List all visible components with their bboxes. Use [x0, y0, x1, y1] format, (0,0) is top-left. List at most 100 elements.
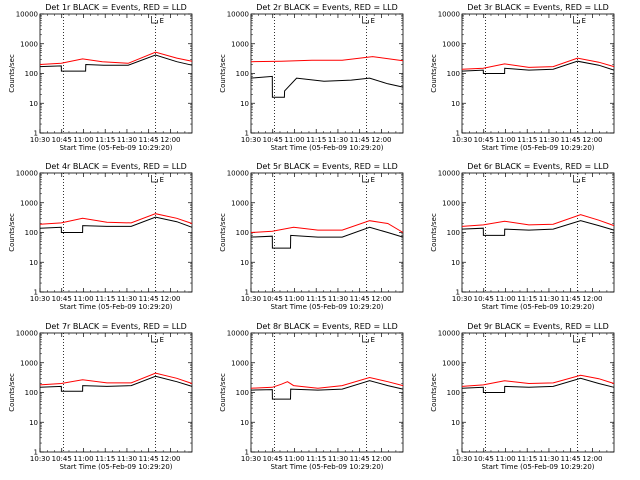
panel-9: Det 9r BLACK = Events, RED = LLD 1 10 100 10… [430, 322, 615, 471]
panel-4: Det 4r BLACK = Events, RED = LLD 1 10 100 10… [8, 162, 193, 311]
series-line-black [39, 216, 193, 233]
x-tick-label: 11:45 [139, 136, 159, 144]
x-tick-label: 11:15 [517, 295, 537, 303]
e-marker-label: E [160, 336, 164, 344]
y-tick-label: 10 [29, 100, 38, 108]
y-tick-label: 10 [29, 259, 38, 267]
x-tick-label: 11:30 [328, 455, 348, 463]
x-tick-label: 11:45 [561, 295, 581, 303]
e-marker-bracket [573, 16, 580, 24]
x-tick-label: 11:45 [350, 455, 370, 463]
e-marker-label: E [582, 336, 586, 344]
y-tick-label: 1000 [442, 40, 460, 48]
panel-2: Det 2r BLACK = Events, RED = LLD 1 10 100 10… [219, 3, 404, 152]
y-axis-label: Counts/sec [8, 54, 16, 93]
plot-frame [39, 332, 193, 453]
x-axis-label: Start Time (05-Feb-09 10:29:20) [481, 463, 594, 471]
e-marker-label: E [582, 176, 586, 184]
y-tick-label: 1 [34, 289, 38, 297]
x-tick-label: 12:00 [160, 136, 180, 144]
y-tick-label: 10 [451, 419, 460, 427]
y-tick-label: 10 [240, 259, 249, 267]
plot-frame [250, 13, 404, 134]
y-tick-label: 10000 [227, 330, 249, 338]
e-marker-bracket [362, 335, 369, 343]
y-axis-label: Counts/sec [430, 213, 438, 252]
x-tick-label: 10:30 [30, 136, 50, 144]
series-line-red [461, 374, 615, 387]
y-tick-label: 1 [34, 130, 38, 138]
y-tick-label: 1 [456, 130, 460, 138]
series-line-black [250, 380, 404, 400]
y-tick-label: 1000 [20, 199, 38, 207]
x-tick-label: 12:00 [160, 295, 180, 303]
x-tick-label: 10:45 [263, 136, 283, 144]
x-tick-label: 10:30 [241, 136, 261, 144]
x-tick-label: 11:00 [73, 295, 93, 303]
x-tick-label: 10:30 [30, 295, 50, 303]
y-tick-label: 10 [451, 259, 460, 267]
series-line-red [461, 214, 615, 227]
y-tick-label: 10 [240, 100, 249, 108]
y-tick-label: 1000 [442, 359, 460, 367]
e-marker-bracket [362, 175, 369, 183]
y-tick-label: 100 [25, 389, 38, 397]
x-tick-label: 10:30 [241, 455, 261, 463]
y-tick-label: 100 [25, 70, 38, 78]
x-tick-label: 11:00 [284, 295, 304, 303]
panel-5: Det 5r BLACK = Events, RED = LLD 1 10 100 10… [219, 162, 404, 311]
y-tick-label: 10 [451, 100, 460, 108]
plot-frame [250, 332, 404, 453]
x-tick-label: 10:30 [452, 295, 472, 303]
x-axis-label: Start Time (05-Feb-09 10:29:20) [270, 463, 383, 471]
e-marker-label: E [160, 176, 164, 184]
panel-3: Det 3r BLACK = Events, RED = LLD 1 10 100 10… [430, 3, 615, 152]
x-tick-label: 12:00 [582, 295, 602, 303]
x-tick-label: 12:00 [371, 295, 391, 303]
series-line-red [39, 213, 193, 225]
x-tick-label: 12:00 [582, 136, 602, 144]
y-tick-label: 10000 [438, 170, 460, 178]
y-tick-label: 100 [236, 389, 249, 397]
e-marker-label: E [160, 17, 164, 25]
series-line-black [461, 220, 615, 236]
y-tick-label: 1000 [231, 359, 249, 367]
x-tick-label: 10:45 [52, 455, 72, 463]
x-tick-label: 11:00 [284, 136, 304, 144]
y-tick-label: 10000 [227, 11, 249, 19]
x-tick-label: 11:45 [139, 295, 159, 303]
x-tick-label: 11:00 [495, 455, 515, 463]
series-line-red [250, 220, 404, 233]
x-tick-label: 11:00 [495, 295, 515, 303]
y-axis-label: Counts/sec [8, 213, 16, 252]
x-tick-label: 10:30 [452, 136, 472, 144]
e-marker-bracket [151, 335, 158, 343]
panel-title: Det 1r BLACK = Events, RED = LLD [45, 3, 187, 12]
y-tick-label: 1 [456, 449, 460, 457]
e-marker-bracket [362, 16, 369, 24]
x-tick-label: 11:00 [284, 455, 304, 463]
y-tick-label: 100 [447, 229, 460, 237]
x-tick-label: 12:00 [371, 455, 391, 463]
panel-title: Det 2r BLACK = Events, RED = LLD [256, 3, 398, 12]
x-tick-label: 10:45 [263, 295, 283, 303]
y-tick-label: 1 [245, 289, 249, 297]
series-line-black [250, 226, 404, 249]
plot-frame [461, 172, 615, 293]
x-tick-label: 11:15 [306, 295, 326, 303]
y-tick-label: 10000 [16, 170, 38, 178]
x-axis-label: Start Time (05-Feb-09 10:29:20) [59, 303, 172, 311]
x-tick-label: 11:45 [139, 455, 159, 463]
x-tick-label: 11:30 [539, 295, 559, 303]
x-tick-label: 11:15 [95, 455, 115, 463]
y-tick-label: 100 [236, 229, 249, 237]
series-line-red [39, 372, 193, 386]
panel-title: Det 6r BLACK = Events, RED = LLD [467, 162, 609, 171]
x-tick-label: 11:30 [539, 455, 559, 463]
series-line-black [461, 377, 615, 393]
x-tick-label: 11:30 [539, 136, 559, 144]
e-marker-bracket [573, 175, 580, 183]
x-tick-label: 11:15 [306, 136, 326, 144]
y-tick-label: 1 [245, 449, 249, 457]
